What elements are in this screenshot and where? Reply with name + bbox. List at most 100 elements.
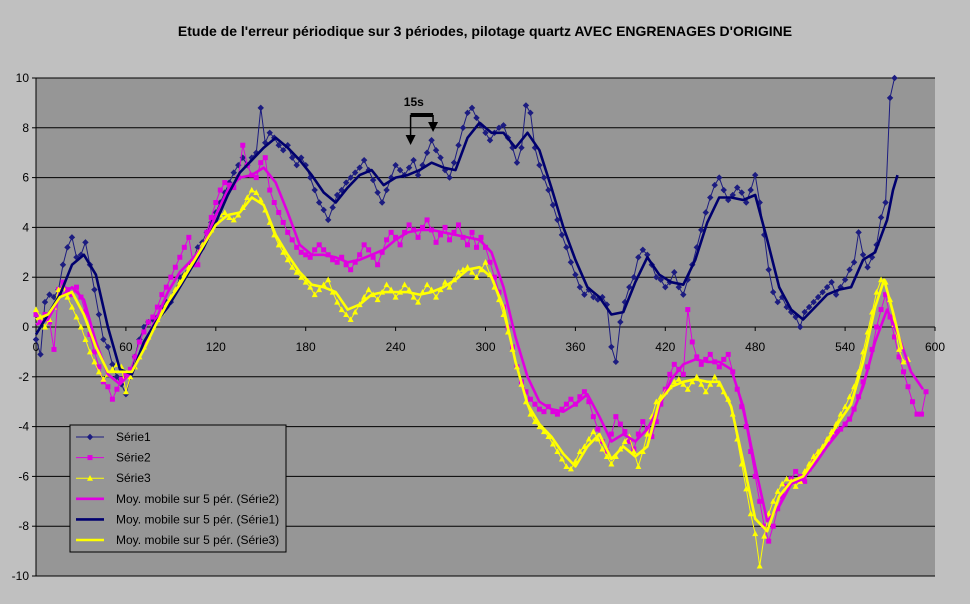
data-point-triangle	[280, 249, 287, 255]
data-point-triangle	[284, 256, 291, 263]
legend-entry-1: Série1	[76, 430, 151, 444]
data-point-triangle	[33, 306, 39, 313]
data-point-square	[617, 421, 623, 427]
data-point-diamond	[576, 283, 584, 291]
data-point-square	[204, 229, 210, 235]
legend-label: Série1	[116, 430, 151, 444]
data-point-diamond	[814, 293, 822, 301]
data-point-diamond	[684, 276, 691, 283]
data-point-triangle	[325, 276, 332, 283]
data-point-triangle	[122, 388, 129, 395]
data-point-diamond	[455, 142, 462, 149]
data-point-square	[393, 234, 399, 240]
data-point-square	[667, 371, 673, 377]
data-point-diamond	[608, 343, 615, 351]
data-point-triangle	[779, 480, 786, 487]
data-point-square	[779, 493, 785, 499]
data-point-diamond	[428, 137, 435, 144]
data-point-diamond	[37, 351, 44, 358]
data-point-triangle	[433, 293, 440, 300]
data-point-triangle	[293, 269, 300, 275]
data-point-diamond	[657, 276, 665, 283]
data-point-square	[901, 369, 907, 375]
data-point-square	[438, 232, 444, 238]
data-point-diamond	[486, 137, 494, 144]
data-point-triangle	[765, 510, 772, 517]
data-point-diamond	[805, 303, 813, 311]
data-point-triangle	[585, 435, 592, 442]
data-point-triangle	[689, 378, 696, 385]
data-point-square	[217, 187, 223, 193]
data-point-diamond	[509, 144, 516, 151]
data-point-triangle	[347, 316, 354, 323]
x-tick-label: 300	[475, 340, 495, 354]
data-point-square	[577, 394, 583, 400]
y-tick-label: 0	[22, 320, 29, 334]
data-point-diamond	[32, 336, 40, 343]
data-point-triangle	[635, 463, 642, 469]
legend-entry-4: Moy. mobile sur 5 pér. (Série2)	[76, 492, 279, 506]
data-point-diamond	[289, 154, 296, 161]
data-point-triangle	[846, 393, 853, 400]
data-point-diamond	[801, 308, 808, 316]
data-point-square	[919, 411, 925, 417]
legend-entry-2: Série2	[76, 451, 151, 465]
data-point-diamond	[752, 171, 759, 179]
data-point-diamond	[50, 293, 58, 301]
data-point-triangle	[621, 438, 628, 445]
data-point-diamond	[356, 164, 363, 171]
data-point-triangle	[365, 286, 372, 293]
data-point-square	[590, 414, 596, 420]
data-point-triangle	[374, 296, 381, 303]
data-point-diamond	[581, 291, 588, 298]
data-point-triangle	[289, 264, 296, 270]
data-point-diamond	[617, 318, 624, 326]
data-point-triangle	[127, 373, 134, 380]
data-point-square	[465, 242, 471, 248]
data-point-diamond	[527, 109, 534, 117]
data-point-square	[559, 406, 565, 412]
data-point-triangle	[100, 376, 107, 382]
data-point-triangle	[693, 373, 700, 380]
data-point-triangle	[761, 532, 768, 539]
y-tick-label: 10	[16, 71, 30, 85]
data-point-square	[923, 389, 929, 395]
data-point-diamond	[351, 169, 359, 176]
data-point-triangle	[540, 428, 547, 435]
data-point-triangle	[558, 455, 565, 462]
data-point-diamond	[315, 199, 323, 206]
data-point-square	[195, 262, 201, 268]
data-point-diamond	[729, 191, 736, 199]
data-point-square	[222, 180, 228, 186]
data-point-triangle	[783, 475, 790, 482]
data-point-square	[289, 237, 295, 243]
data-point-square	[181, 244, 187, 250]
data-point-diamond	[450, 159, 458, 166]
data-point-square	[361, 242, 367, 248]
data-point-square	[716, 364, 722, 370]
data-point-diamond	[846, 266, 853, 273]
data-point-square	[523, 389, 529, 395]
data-point-square	[168, 274, 174, 280]
data-point-square	[384, 237, 390, 243]
data-point-square	[635, 431, 641, 437]
data-point-square	[752, 473, 758, 479]
data-point-diamond	[558, 231, 566, 239]
data-point-triangle	[770, 498, 777, 504]
data-point-diamond	[567, 259, 575, 266]
data-point-square	[613, 414, 619, 420]
data-point-square	[725, 351, 731, 357]
data-point-square	[33, 312, 39, 318]
data-point-diamond	[360, 156, 368, 164]
data-point-diamond	[563, 244, 570, 251]
data-point-triangle	[680, 381, 687, 387]
y-tick-label: -4	[18, 420, 29, 434]
data-point-square	[73, 284, 79, 290]
data-point-square	[860, 379, 866, 385]
data-point-square	[415, 234, 421, 240]
data-point-triangle	[455, 269, 462, 275]
data-point-square	[253, 175, 259, 181]
data-point-triangle	[73, 313, 80, 320]
data-point-diamond	[383, 186, 390, 194]
data-point-diamond	[536, 161, 543, 169]
